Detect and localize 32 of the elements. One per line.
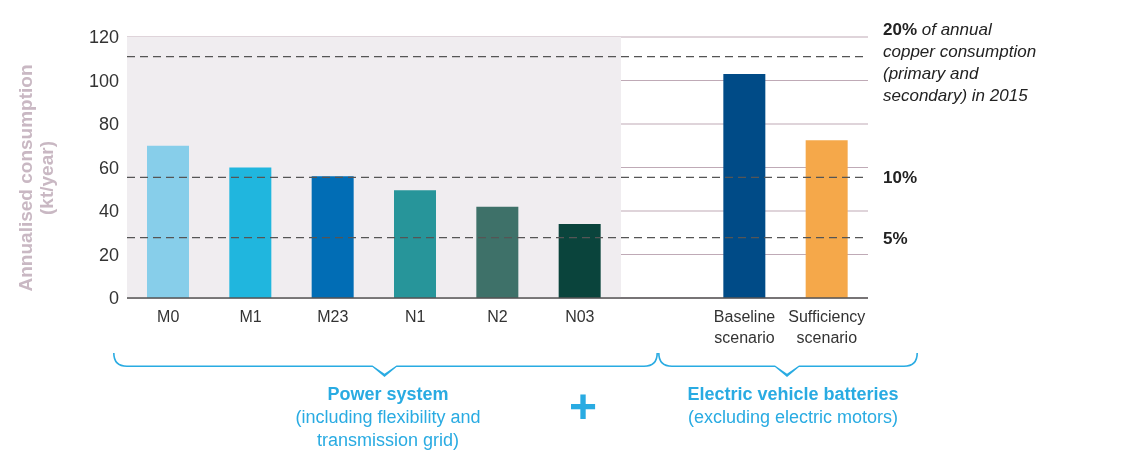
bar — [311, 176, 354, 298]
y-tick-label: 20 — [98, 244, 119, 265]
y-tick-label: 40 — [98, 201, 119, 222]
text: + — [568, 380, 598, 433]
bar — [147, 145, 189, 298]
y-tick-label: 0 — [108, 288, 119, 309]
y-tick-label: 60 — [98, 157, 119, 178]
x-tick-label: M23 — [317, 308, 349, 325]
x-tick-label: N2 — [487, 308, 508, 325]
y-tick-label: 80 — [98, 114, 119, 135]
text: Electric vehicle batteries — [686, 383, 900, 406]
x-tick-label: M0 — [157, 308, 180, 325]
text: 5% — [883, 228, 908, 248]
x-tick-label: M1 — [239, 308, 262, 325]
x-tick-label: N03 — [565, 308, 595, 325]
text: Power system — [326, 383, 450, 406]
bar — [476, 206, 519, 298]
x-tick-label: Baseline scenario — [713, 308, 776, 346]
x-tick-label: N1 — [404, 308, 426, 325]
y-tick-label: 100 — [88, 70, 119, 91]
text: 20% of annual copper consumption (primary and secondary) in 2015 — [883, 19, 1037, 105]
text: 10% — [883, 168, 918, 188]
bar — [394, 190, 436, 298]
y-axis-title: Annualised consumption (kt/year) — [15, 64, 57, 292]
bar — [558, 224, 601, 298]
x-tick-label: Sufficiency scenario — [788, 308, 866, 346]
bar — [723, 73, 766, 298]
text: (including flexibility and transmission grid) — [294, 406, 482, 450]
y-tick-label: 120 — [88, 27, 119, 48]
text: (excluding electric motors) — [686, 406, 900, 429]
bar — [229, 167, 272, 298]
bar — [805, 140, 848, 298]
